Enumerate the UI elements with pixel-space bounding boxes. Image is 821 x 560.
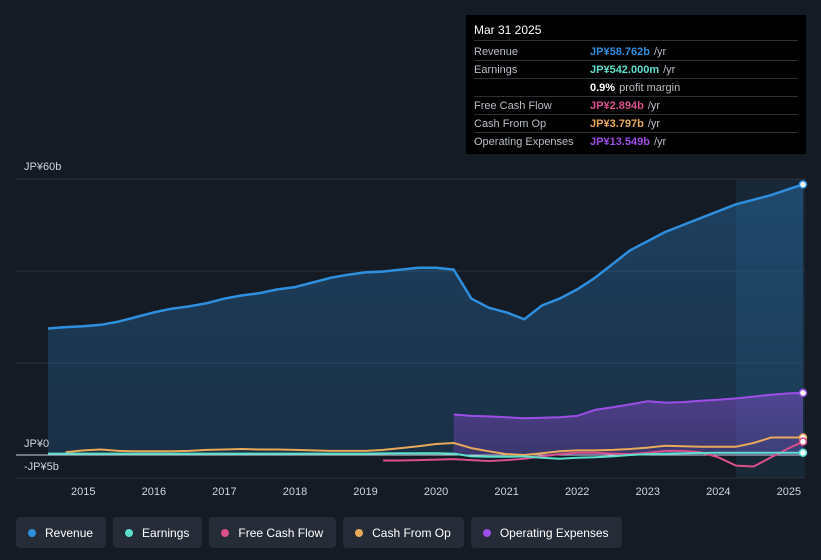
line-operating-expenses: [453, 391, 804, 420]
legend-dot-icon: [221, 528, 230, 537]
legend-label: Earnings: [142, 525, 190, 540]
x-tick-label: 2018: [283, 486, 307, 498]
tooltip-row: 0.9% profit margin: [474, 79, 798, 97]
end-marker-earnings: [798, 448, 808, 457]
legend-label: Cash From Op: [372, 525, 451, 540]
tooltip-rows: Revenue JP¥58.762b/yr Earnings JP¥542.000m /…: [474, 43, 798, 150]
tooltip-row-unit: /yr: [653, 135, 667, 148]
x-tick-label: 2023: [636, 486, 660, 498]
series-areas: [48, 184, 803, 455]
y-label-bottom: -JP¥5b: [24, 461, 59, 473]
tooltip-row-value: JP¥2.894b: [590, 99, 644, 112]
line-revenue: [47, 183, 804, 330]
tooltip-row-unit: /yr: [647, 99, 661, 112]
tooltip-date: Mar 31 2025: [474, 23, 798, 41]
tooltip-row-value: JP¥3.797b: [590, 117, 644, 130]
tooltip-row-label: Operating Expenses: [474, 135, 574, 148]
x-tick-label: 2024: [706, 486, 730, 498]
end-marker-operating-expenses: [798, 388, 808, 398]
legend-label: Operating Expenses: [499, 525, 609, 540]
x-tick-label: 2016: [142, 486, 166, 498]
legend-dot-icon: [125, 528, 134, 537]
tooltip-row: Operating Expenses JP¥13.549b/yr: [474, 133, 798, 150]
legend-label: Free Cash Flow: [238, 525, 324, 540]
y-label-zero: JP¥0: [24, 438, 49, 450]
tooltip-row-label: Free Cash Flow: [474, 99, 552, 112]
tooltip-row-unit: profit margin: [619, 81, 681, 94]
legend-item-operating-expenses[interactable]: Operating Expenses: [470, 517, 622, 548]
tooltip-row: Revenue JP¥58.762b/yr: [474, 43, 798, 61]
line-free-cash-flow: [383, 440, 804, 468]
x-tick-label: 2021: [494, 486, 518, 498]
line-cash-from-op: [65, 436, 803, 456]
tooltip-row: Cash From Op JP¥3.797b/yr: [474, 115, 798, 133]
tooltip: Mar 31 2025 Revenue JP¥58.762b/yr Earnings…: [466, 15, 806, 154]
legend-dot-icon: [355, 528, 364, 537]
legend-item-free-cash-flow[interactable]: Free Cash Flow: [209, 517, 337, 548]
legend-item-revenue[interactable]: Revenue: [16, 517, 107, 548]
tooltip-row-value: JP¥542.000m: [590, 63, 660, 76]
tooltip-row: Free Cash Flow JP¥2.894b/yr: [474, 97, 798, 115]
legend-label: Revenue: [45, 525, 94, 540]
legend-dot-icon: [28, 528, 36, 537]
tooltip-row-label: Earnings: [474, 63, 518, 76]
series-lines: [47, 183, 804, 468]
x-tick-label: 2025: [777, 486, 801, 498]
x-tick-label: 2020: [424, 486, 448, 498]
y-label-top: JP¥60b: [24, 161, 61, 173]
x-tick-label: 2022: [565, 486, 589, 498]
series-end-markers: [798, 180, 808, 457]
legend-item-earnings[interactable]: Earnings: [113, 517, 203, 548]
x-tick-label: 2015: [71, 486, 95, 498]
tooltip-row-unit: /yr: [647, 117, 661, 130]
tooltip-row: Earnings JP¥542.000m/yr: [474, 61, 798, 79]
tooltip-row-value: JP¥58.762b: [590, 45, 650, 58]
area-operating-expenses: [453, 392, 803, 455]
tooltip-row-label: Cash From Op: [474, 117, 547, 130]
legend-dot-icon: [482, 528, 491, 537]
x-tick-label: 2019: [353, 486, 377, 498]
end-marker-revenue: [798, 180, 808, 189]
area-revenue: [48, 184, 803, 455]
legend: Revenue Earnings Free Cash Flow Cash From O…: [16, 517, 622, 548]
axes: JP¥60b JP¥0 -JP¥5b: [24, 161, 61, 473]
tooltip-row-value: 0.9%: [590, 81, 616, 94]
legend-item-cash-from-op[interactable]: Cash From Op: [343, 517, 464, 548]
tooltip-row-unit: /yr: [663, 63, 676, 76]
x-tick-label: 2017: [212, 486, 236, 498]
tooltip-row-label: Revenue: [474, 45, 519, 58]
line-earnings: [48, 451, 803, 460]
x-tick-labels: 2015 2016 2017 2018 2019 2020 2021 2022 2023 2024…: [71, 486, 801, 498]
tooltip-row-unit: /yr: [653, 45, 667, 58]
end-marker-free-cash-flow: [798, 437, 808, 446]
tooltip-row-value: JP¥13.549b: [590, 135, 650, 148]
